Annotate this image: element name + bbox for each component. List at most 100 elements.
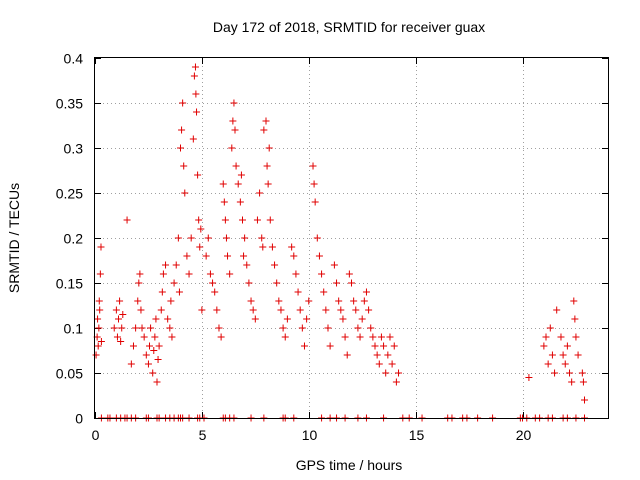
data-point [159,270,167,278]
data-point [142,351,150,359]
data-point [292,270,300,278]
data-point [119,311,127,318]
data-point [392,378,400,386]
data-point [341,333,349,341]
data-point [273,279,281,287]
y-tick-label: 0.35 [56,96,83,112]
data-point [113,333,121,341]
data-point [154,356,162,363]
data-point [194,171,202,179]
grid-lines [95,58,608,418]
data-point [243,261,251,269]
data-point [193,108,201,116]
data-point [138,324,146,332]
data-point [245,279,253,287]
data-point [116,297,124,305]
data-point [388,360,396,368]
data-point [300,342,308,350]
data-point [311,198,319,206]
data-point [525,374,533,381]
data-point [224,252,232,260]
data-point [382,369,390,377]
y-tick-label: 0 [75,411,83,427]
x-axis-label: GPS time / hours [296,457,403,473]
data-point [294,288,302,296]
data-point [228,144,236,152]
data-point [277,306,285,314]
data-point [324,324,332,332]
data-point [149,369,157,377]
data-point [219,180,227,188]
data-point [155,342,163,350]
data-point [115,315,123,323]
data-point [112,306,120,314]
data-point [330,261,338,269]
data-point [354,324,362,332]
data-point [202,252,210,260]
data-point [251,315,259,323]
data-point [275,297,283,305]
data-point [326,342,334,350]
data-point [198,306,206,314]
data-point [540,342,548,350]
data-point [249,306,257,314]
y-tick-label: 0.2 [64,231,84,247]
data-point [134,297,142,305]
data-point [350,297,358,305]
data-point [335,297,343,305]
data-point [570,297,578,305]
data-point [390,342,398,350]
data-points [92,63,588,422]
data-point [322,306,330,314]
data-point [158,288,166,296]
data-point [571,315,579,323]
data-point [129,342,137,350]
data-point [352,306,360,314]
data-point [365,306,373,314]
data-point [260,126,268,134]
data-point [232,162,240,170]
data-point [367,324,375,332]
data-point [544,360,552,368]
x-tick-label: 5 [199,427,207,443]
data-point [195,216,203,224]
data-point [123,216,131,224]
data-point [192,90,200,98]
data-point [337,306,345,314]
data-point [187,234,195,242]
data-point [206,270,214,278]
data-point [137,306,145,314]
data-point [259,243,267,251]
data-point [348,279,355,287]
y-tick-label: 0.4 [64,51,84,67]
data-point [230,99,238,107]
data-point [303,315,311,323]
data-point [178,126,186,134]
data-point [209,279,217,287]
chart-title: Day 172 of 2018, SRMTID for receiver gua… [213,19,485,35]
data-point [579,378,587,386]
data-point [395,369,403,377]
y-tick-label: 0.3 [64,141,84,157]
data-point [264,180,272,188]
data-point [580,396,588,404]
data-point [256,189,264,197]
data-point [97,338,105,345]
data-point [253,216,261,224]
data-point [290,252,298,260]
data-point [147,324,155,332]
data-point [181,189,189,197]
data-point [386,333,394,341]
data-point [279,324,287,332]
data-point [177,144,184,152]
data-point [234,180,242,188]
data-point [578,369,586,377]
data-point [135,279,143,287]
data-point [183,252,191,260]
data-point [262,117,270,125]
data-point [296,306,304,314]
data-point [373,351,381,359]
data-point [127,360,135,368]
data-point [170,279,178,287]
